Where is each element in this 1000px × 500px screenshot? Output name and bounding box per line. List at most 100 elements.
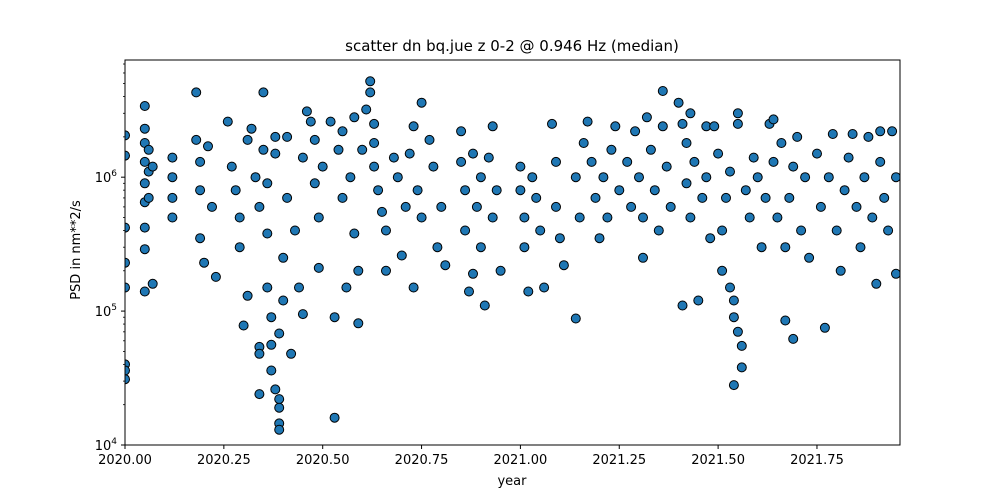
x-tick-label: 2020.50 bbox=[296, 453, 350, 468]
data-point bbox=[693, 295, 704, 306]
data-point bbox=[677, 118, 688, 129]
data-point bbox=[195, 156, 206, 167]
data-point bbox=[685, 108, 696, 119]
data-point bbox=[839, 185, 850, 196]
data-point bbox=[139, 156, 150, 167]
x-tick-label: 2020.75 bbox=[395, 453, 449, 468]
data-point bbox=[424, 134, 435, 145]
data-point bbox=[250, 172, 261, 183]
data-point bbox=[483, 152, 494, 163]
data-point bbox=[867, 212, 878, 223]
data-point bbox=[709, 121, 720, 132]
data-point bbox=[369, 118, 380, 129]
data-point bbox=[191, 134, 202, 145]
data-point bbox=[614, 185, 625, 196]
data-point bbox=[254, 201, 265, 212]
data-point bbox=[286, 348, 297, 359]
data-point bbox=[535, 225, 546, 236]
data-point bbox=[891, 268, 900, 279]
data-point bbox=[270, 384, 281, 395]
data-point bbox=[317, 161, 328, 172]
data-point bbox=[519, 242, 530, 253]
data-point bbox=[305, 116, 316, 127]
data-point bbox=[147, 278, 158, 289]
data-point bbox=[274, 328, 285, 339]
data-point bbox=[772, 212, 783, 223]
data-point bbox=[732, 108, 743, 119]
data-point bbox=[740, 185, 751, 196]
data-point bbox=[377, 206, 387, 217]
data-point bbox=[396, 250, 407, 261]
data-point bbox=[416, 212, 427, 223]
data-point bbox=[139, 101, 150, 111]
x-tick-label: 2021.75 bbox=[790, 453, 844, 468]
data-point bbox=[294, 282, 304, 293]
data-point bbox=[871, 278, 882, 289]
data-point bbox=[697, 192, 708, 203]
data-point bbox=[428, 161, 439, 172]
data-point bbox=[475, 172, 486, 183]
data-point bbox=[191, 87, 202, 98]
data-point bbox=[125, 150, 130, 161]
data-point bbox=[468, 268, 478, 279]
data-point bbox=[139, 244, 150, 255]
data-point bbox=[606, 144, 617, 155]
data-point bbox=[768, 156, 779, 167]
data-point bbox=[780, 242, 791, 253]
data-point bbox=[835, 265, 846, 276]
data-point bbox=[274, 394, 285, 405]
data-point bbox=[464, 286, 474, 297]
data-point bbox=[630, 126, 641, 137]
data-point bbox=[626, 201, 637, 212]
data-point bbox=[812, 148, 822, 159]
data-point bbox=[551, 201, 561, 212]
data-point bbox=[586, 156, 597, 167]
data-point bbox=[460, 225, 471, 236]
data-point bbox=[641, 112, 652, 123]
data-point bbox=[139, 222, 150, 233]
data-point bbox=[657, 121, 668, 132]
data-point bbox=[349, 112, 360, 123]
data-point bbox=[365, 87, 376, 98]
data-point bbox=[313, 212, 324, 223]
data-point bbox=[875, 156, 886, 167]
data-point bbox=[416, 97, 427, 108]
data-point bbox=[756, 242, 767, 253]
data-point bbox=[278, 295, 289, 306]
data-point bbox=[436, 201, 447, 212]
data-point bbox=[471, 201, 482, 212]
data-point bbox=[226, 161, 237, 172]
data-point bbox=[570, 313, 581, 324]
data-point bbox=[404, 148, 415, 159]
data-point bbox=[337, 192, 348, 203]
data-point bbox=[776, 138, 787, 148]
data-point bbox=[748, 152, 759, 163]
data-point bbox=[515, 185, 526, 196]
data-point bbox=[574, 212, 585, 223]
data-point bbox=[301, 106, 312, 117]
data-point bbox=[195, 233, 206, 244]
data-point bbox=[479, 300, 490, 311]
data-point bbox=[531, 192, 542, 203]
data-point bbox=[400, 201, 411, 212]
data-point bbox=[199, 257, 210, 268]
data-point bbox=[554, 233, 565, 244]
data-point bbox=[602, 212, 613, 223]
data-point bbox=[388, 152, 399, 163]
data-point bbox=[515, 161, 526, 172]
data-point bbox=[788, 161, 799, 172]
data-point bbox=[203, 141, 213, 152]
data-point bbox=[167, 152, 178, 163]
data-point bbox=[254, 348, 265, 359]
data-point bbox=[361, 104, 372, 115]
data-point bbox=[270, 131, 281, 142]
data-point bbox=[381, 265, 391, 276]
data-point bbox=[784, 192, 795, 203]
data-point bbox=[598, 172, 609, 183]
data-point bbox=[728, 380, 739, 391]
y-tick-label: 104 bbox=[95, 437, 118, 454]
data-point bbox=[728, 312, 739, 323]
data-point bbox=[266, 312, 277, 323]
data-point bbox=[167, 192, 178, 203]
data-point bbox=[139, 123, 150, 134]
